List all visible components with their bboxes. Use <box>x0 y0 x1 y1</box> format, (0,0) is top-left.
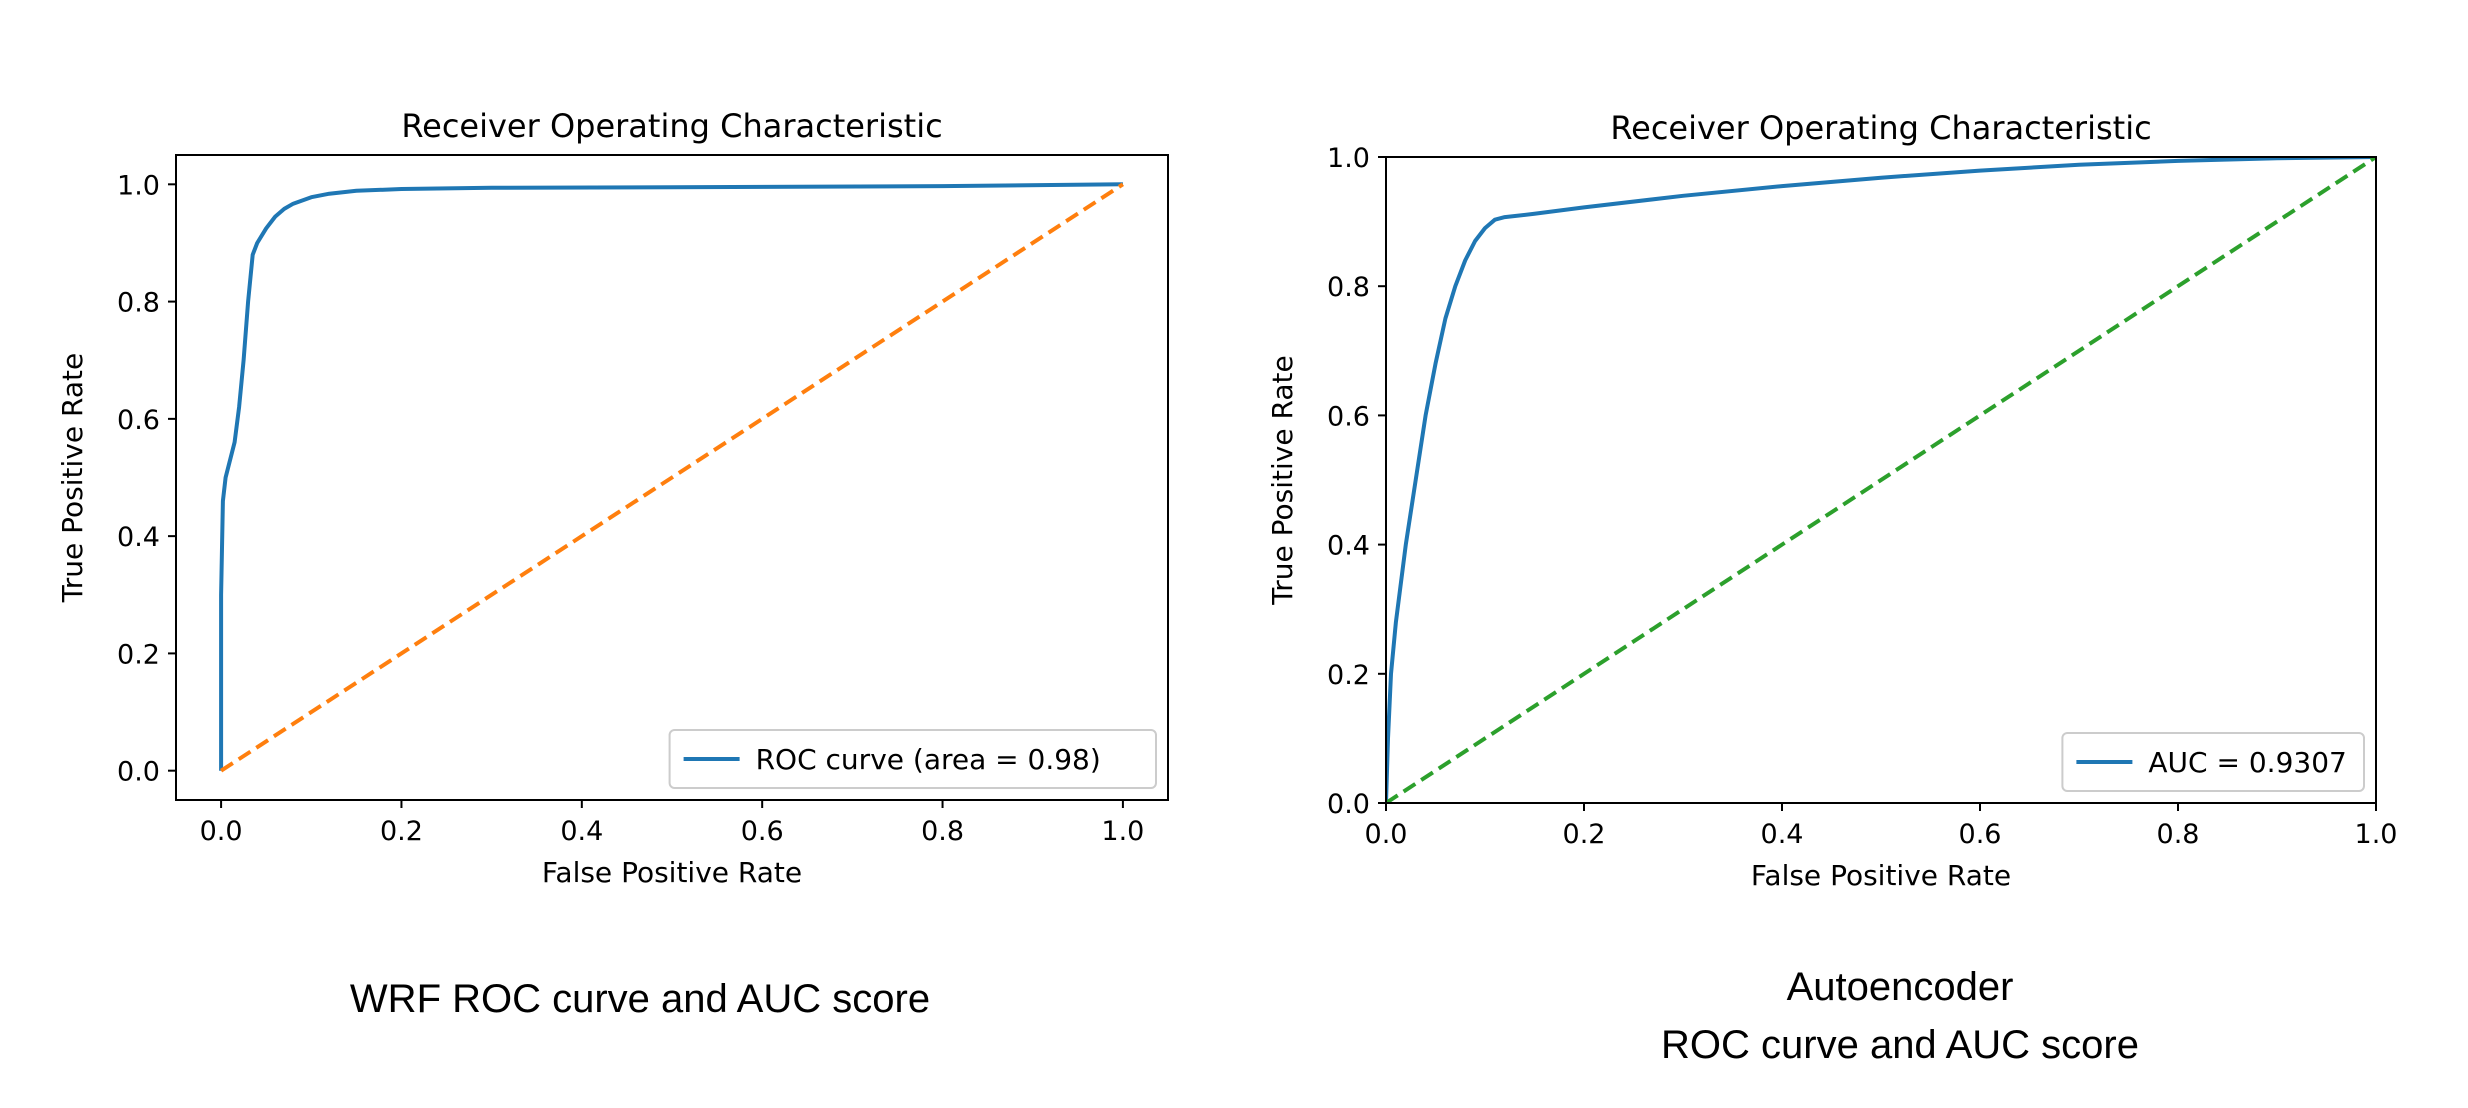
diagonal-reference-line <box>220 182 1124 773</box>
caption-autoencoder-line2: ROC curve and AUC score <box>1661 1023 2139 1067</box>
y-axis-label: True Positive Rate <box>1266 355 1299 605</box>
y-tick-label: 1.0 <box>117 170 160 201</box>
y-tick-label: 0.4 <box>1327 531 1370 562</box>
caption-wrf-text: WRF ROC curve and AUC score <box>349 977 931 1021</box>
y-tick-label: 0.4 <box>117 522 160 553</box>
x-tick-label: 0.8 <box>921 816 964 847</box>
y-tick-label: 0.6 <box>1327 401 1370 432</box>
axes-frame <box>1385 156 2377 804</box>
caption-autoencoder-line1: Autoencoder <box>1786 965 2014 1009</box>
legend: AUC = 0.9307 <box>2061 732 2365 792</box>
y-tick-label: 0.8 <box>117 288 160 319</box>
x-tick-label: 1.0 <box>2355 819 2398 850</box>
y-tick-label: 0.2 <box>1327 660 1370 691</box>
x-axis-label: False Positive Rate <box>1751 859 2011 892</box>
legend-label: ROC curve (area = 0.98) <box>756 743 1101 776</box>
y-tick-label: 0.0 <box>117 757 160 788</box>
x-tick-label: 0.4 <box>1761 819 1804 850</box>
x-tick-label: 0.6 <box>1959 819 2002 850</box>
diagonal-reference-line <box>1386 157 2376 803</box>
roc-curve-line <box>1386 157 2376 803</box>
plot-area <box>1386 157 2376 803</box>
chart-title: Receiver Operating Characteristic <box>401 107 942 145</box>
y-tick-label: 0.2 <box>117 639 160 670</box>
x-tick-label: 0.0 <box>1365 819 1408 850</box>
legend: ROC curve (area = 0.98) <box>668 729 1157 789</box>
legend-label: AUC = 0.9307 <box>2148 746 2346 779</box>
x-axis-label: False Positive Rate <box>542 856 802 889</box>
y-tick-label: 1.0 <box>1327 143 1370 174</box>
x-tick-label: 0.6 <box>741 816 784 847</box>
caption-wrf: WRF ROC curve and AUC score <box>280 970 1000 1028</box>
y-tick-label: 0.0 <box>1327 789 1370 820</box>
legend-box <box>2061 732 2365 792</box>
x-tick-label: 0.2 <box>1563 819 1606 850</box>
chart-autoencoder-roc: 0.0 0.2 0.4 0.6 0.8 1.0 0.0 0.2 0.4 0.6 0.8 1.0 Rece… <box>1266 109 2397 892</box>
x-tick-label: 0.0 <box>200 816 243 847</box>
caption-autoencoder: Autoencoder ROC curve and AUC score <box>1540 958 2260 1074</box>
y-tick-label: 0.8 <box>1327 272 1370 303</box>
axes-frame <box>175 154 1169 801</box>
x-tick-label: 1.0 <box>1101 816 1144 847</box>
plot-area <box>219 182 1124 773</box>
legend-box <box>668 729 1157 789</box>
roc-curve-line <box>219 182 1123 771</box>
chart-wrf-roc: 0.0 0.2 0.4 0.6 0.8 1.0 0.0 0.2 0.4 0.6 0.8 1.0 Rece… <box>56 107 1169 889</box>
x-tick-label: 0.8 <box>2157 819 2200 850</box>
chart-title: Receiver Operating Characteristic <box>1610 109 2151 147</box>
x-tick-label: 0.4 <box>560 816 603 847</box>
y-tick-label: 0.6 <box>117 405 160 436</box>
x-tick-label: 0.2 <box>380 816 423 847</box>
y-axis-label: True Positive Rate <box>56 353 89 603</box>
